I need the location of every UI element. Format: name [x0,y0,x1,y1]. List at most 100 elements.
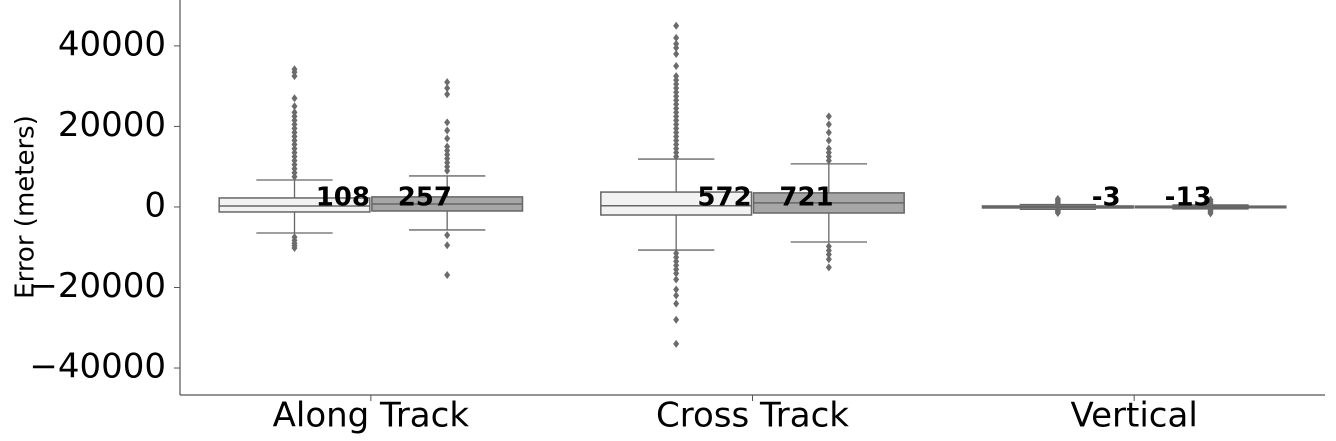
y-tick-label: 0 [144,185,166,225]
outlier [1207,209,1214,218]
outlier [291,124,298,133]
outlier [291,164,298,173]
outlier [825,136,832,145]
outlier [673,152,680,161]
outlier [825,144,832,153]
outlier [673,76,680,85]
x-tick-label: Vertical [1071,396,1198,436]
outlier [291,160,298,169]
x-tick-label: Cross Track [656,396,849,436]
outlier [673,33,680,42]
outlier [673,80,680,89]
outlier [291,156,298,165]
outlier [444,162,451,171]
outlier [673,144,680,153]
y-axis-label: Error (meters) [11,115,41,299]
outlier [673,253,680,262]
outlier [291,128,298,137]
outlier [673,261,680,270]
outlier [825,242,832,251]
box [218,197,371,213]
outlier [444,271,451,280]
outlier [291,132,298,141]
x-tick-label: Along Track [273,396,470,436]
outlier [673,72,680,81]
outlier [673,339,680,348]
outlier [291,72,298,81]
value-label: 721 [779,182,833,212]
outlier [673,132,680,141]
value-label: 572 [697,182,751,212]
outlier [444,154,451,163]
outlier [673,62,680,71]
outlier [291,102,298,111]
outlier [444,134,451,143]
outlier [825,112,832,121]
outlier [673,124,680,133]
outlier [291,140,298,149]
outlier [673,104,680,113]
outlier [291,136,298,145]
outlier [825,250,832,259]
outlier [673,39,680,48]
value-label: -3 [1092,182,1121,212]
outlier [673,108,680,117]
value-label: 108 [316,182,370,212]
outlier [444,166,451,175]
outlier [673,116,680,125]
outlier [825,156,832,165]
outlier [673,275,680,284]
outlier [291,168,298,177]
outlier [291,244,298,253]
outlier [444,126,451,135]
value-label: -13 [1165,182,1212,212]
outlier [673,257,680,266]
outlier [673,285,680,294]
value-label: 257 [398,182,452,212]
outlier [291,120,298,129]
outlier [444,158,451,167]
outlier [825,255,832,264]
outlier [825,128,832,137]
outlier [444,118,451,127]
outlier [673,128,680,137]
y-tick-label: 20000 [58,105,166,145]
outlier [673,96,680,105]
outlier [673,92,680,101]
outlier [673,112,680,121]
outlier [673,269,680,278]
outlier [291,94,298,103]
outlier [673,84,680,93]
outlier [673,148,680,157]
outlier [291,152,298,161]
outlier [291,112,298,121]
outlier [673,100,680,109]
box [600,191,753,216]
outlier [673,265,680,274]
outlier [444,146,451,155]
outlier [825,152,832,161]
y-tick-label: 40000 [58,24,166,64]
outlier [673,299,680,308]
outlier [291,148,298,157]
outlier [444,84,451,93]
outlier [825,148,832,157]
outlier [825,120,832,129]
outlier [825,263,832,272]
y-tick-label: −40000 [29,347,166,387]
outlier [1054,194,1061,203]
outlier [291,116,298,125]
outlier [444,241,451,250]
outlier [444,90,451,99]
outlier [444,231,451,240]
outlier [291,65,298,74]
outlier [673,136,680,145]
outlier [673,120,680,129]
outlier [444,78,451,87]
outlier [673,21,680,30]
outlier [673,315,680,324]
outlier [673,140,680,149]
outlier [444,150,451,159]
outlier [291,172,298,181]
